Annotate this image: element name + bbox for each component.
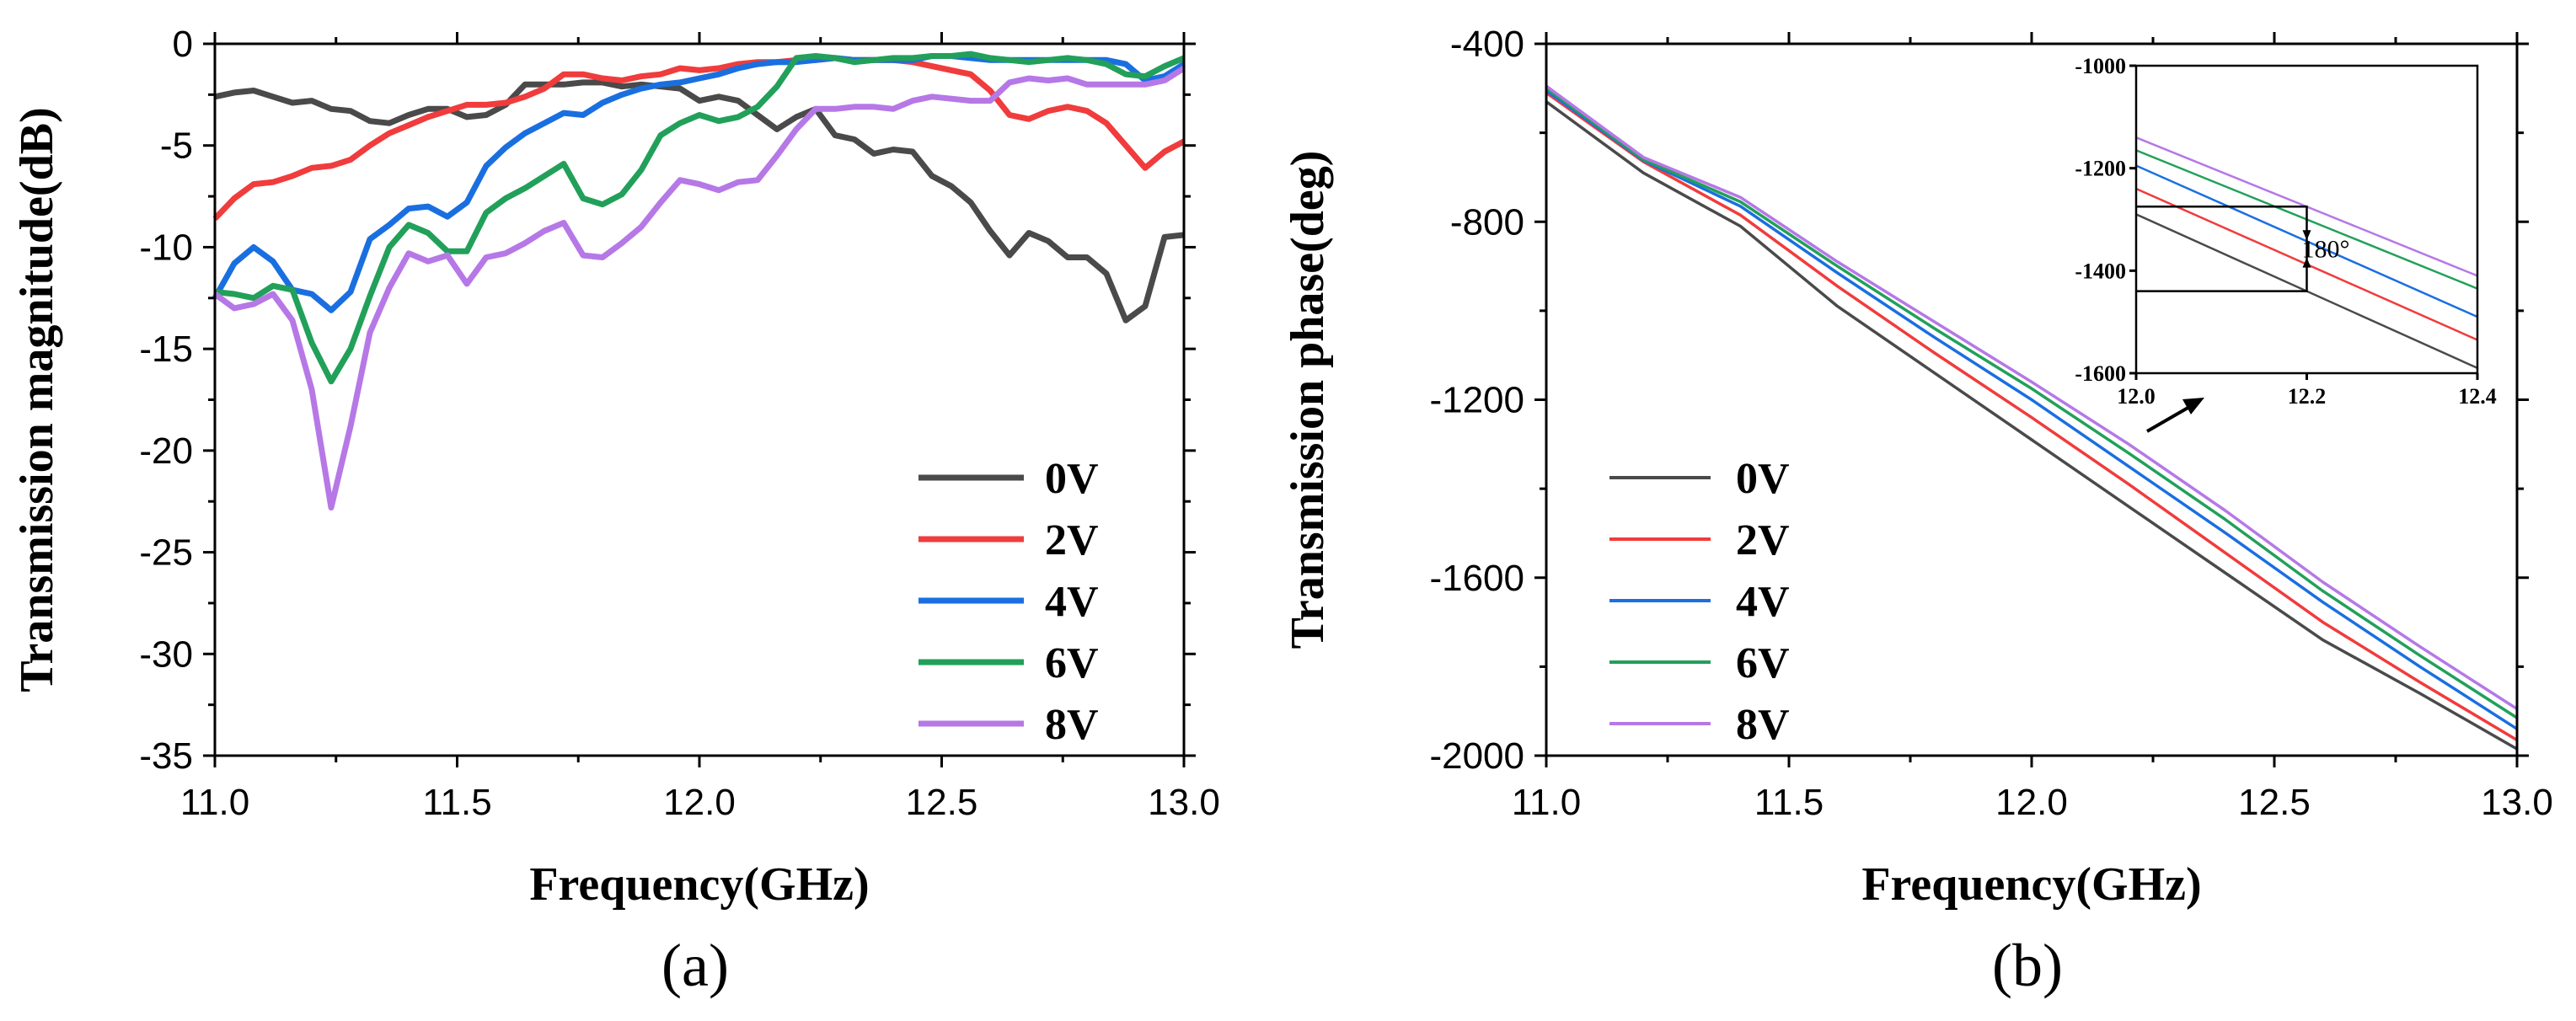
inset-annotation-arrowhead-bottom	[2302, 257, 2311, 268]
x-tick-label: 13.0	[1148, 782, 1220, 823]
y-axis-title: Transmission phase(deg)	[1282, 151, 1334, 649]
x-tick-label: 12.5	[906, 782, 978, 823]
legend-label-4V: 4V	[1045, 578, 1099, 626]
series-line-2V	[1545, 91, 2518, 742]
panel-a: 11.0 11.5 12.0 12.5 13.0 0 -5 -10 -15 -20 -25 -30 -3…	[11, 24, 1220, 999]
inset-x-tick-label: 12.2	[2288, 384, 2327, 409]
x-axis-title: Frequency(GHz)	[529, 858, 869, 911]
series-line-0V	[1545, 100, 2518, 751]
legend-label-6V: 6V	[1045, 639, 1099, 687]
legend-label-2V: 2V	[1736, 516, 1790, 564]
inset-y-tick-label: -1000	[2075, 54, 2126, 78]
panel-caption: (a)	[661, 932, 729, 999]
legend-label-2V: 2V	[1045, 516, 1099, 564]
x-tick-label: 11.0	[180, 782, 249, 823]
y-tick-label: -10	[139, 227, 193, 268]
y-tick-label: -20	[139, 430, 193, 472]
y-tick-label: -800	[1450, 201, 1524, 243]
y-tick-label: -25	[139, 532, 193, 574]
inset-annotation-arrowhead-top	[2302, 230, 2311, 241]
legend: 0V 2V 4V 6V 8V	[918, 455, 1099, 749]
x-tick-label: 11.5	[1754, 782, 1824, 823]
y-tick-label: -15	[139, 329, 193, 370]
inset-pointer-arrow	[2146, 404, 2192, 433]
y-tick-label: -1200	[1429, 380, 1524, 421]
series-line-4V	[1545, 89, 2518, 730]
inset-annotation-label: 180°	[2302, 235, 2350, 263]
x-tick-label: 13.0	[2481, 782, 2553, 823]
x-tick-label: 12.5	[2238, 782, 2311, 823]
inset-y-tick-label: -1600	[2075, 361, 2126, 386]
series-line-2V	[212, 55, 1186, 222]
x-tick-label: 11.0	[1512, 782, 1581, 823]
legend-label-0V: 0V	[1736, 455, 1790, 503]
series-line-8V	[1545, 84, 2518, 710]
series-line-8V	[212, 66, 1186, 510]
legend-label-8V: 8V	[1045, 701, 1099, 749]
y-tick-label: -400	[1450, 24, 1524, 65]
y-tick-label: -5	[160, 126, 193, 167]
series-line-6V	[1545, 87, 2518, 719]
inset-y-tick-label: -1200	[2075, 157, 2126, 181]
y-tick-label: -35	[139, 735, 193, 777]
inset-x-tick-label: 12.4	[2458, 384, 2497, 409]
panel-b: 11.0 11.5 12.0 12.5 13.0 -400 -800 -1200 -1600 -2…	[1282, 24, 2553, 999]
legend-label-8V: 8V	[1736, 701, 1790, 749]
y-tick-label: -1600	[1429, 558, 1524, 599]
legend-label-4V: 4V	[1736, 578, 1790, 626]
panel-caption: (b)	[1992, 932, 2063, 999]
y-tick-label: -30	[139, 633, 193, 675]
inset-annotation-bracket	[2136, 206, 2308, 292]
x-tick-label: 12.0	[663, 782, 736, 823]
x-tick-label: 11.5	[422, 782, 491, 823]
legend-label-6V: 6V	[1736, 639, 1790, 687]
inset-pointer-arrowhead	[2182, 398, 2204, 414]
x-tick-label: 12.0	[1995, 782, 2068, 823]
series-line-0V	[214, 79, 1185, 323]
series-line-6V	[214, 51, 1186, 385]
inset-x-tick-label: 12.0	[2117, 384, 2156, 409]
legend: 0V 2V 4V 6V 8V	[1609, 455, 1790, 749]
y-axis-title: Transmission magnitude(dB)	[11, 107, 63, 692]
legend-label-0V: 0V	[1045, 455, 1099, 503]
y-tick-label: 0	[173, 24, 193, 65]
y-tick-label: -2000	[1429, 735, 1524, 777]
inset: 12.0 12.2 12.4 -1000 -1200 -1400 -1600 180°	[2075, 54, 2497, 433]
inset-y-tick-label: -1400	[2075, 259, 2126, 283]
x-axis-title: Frequency(GHz)	[1861, 858, 2201, 911]
